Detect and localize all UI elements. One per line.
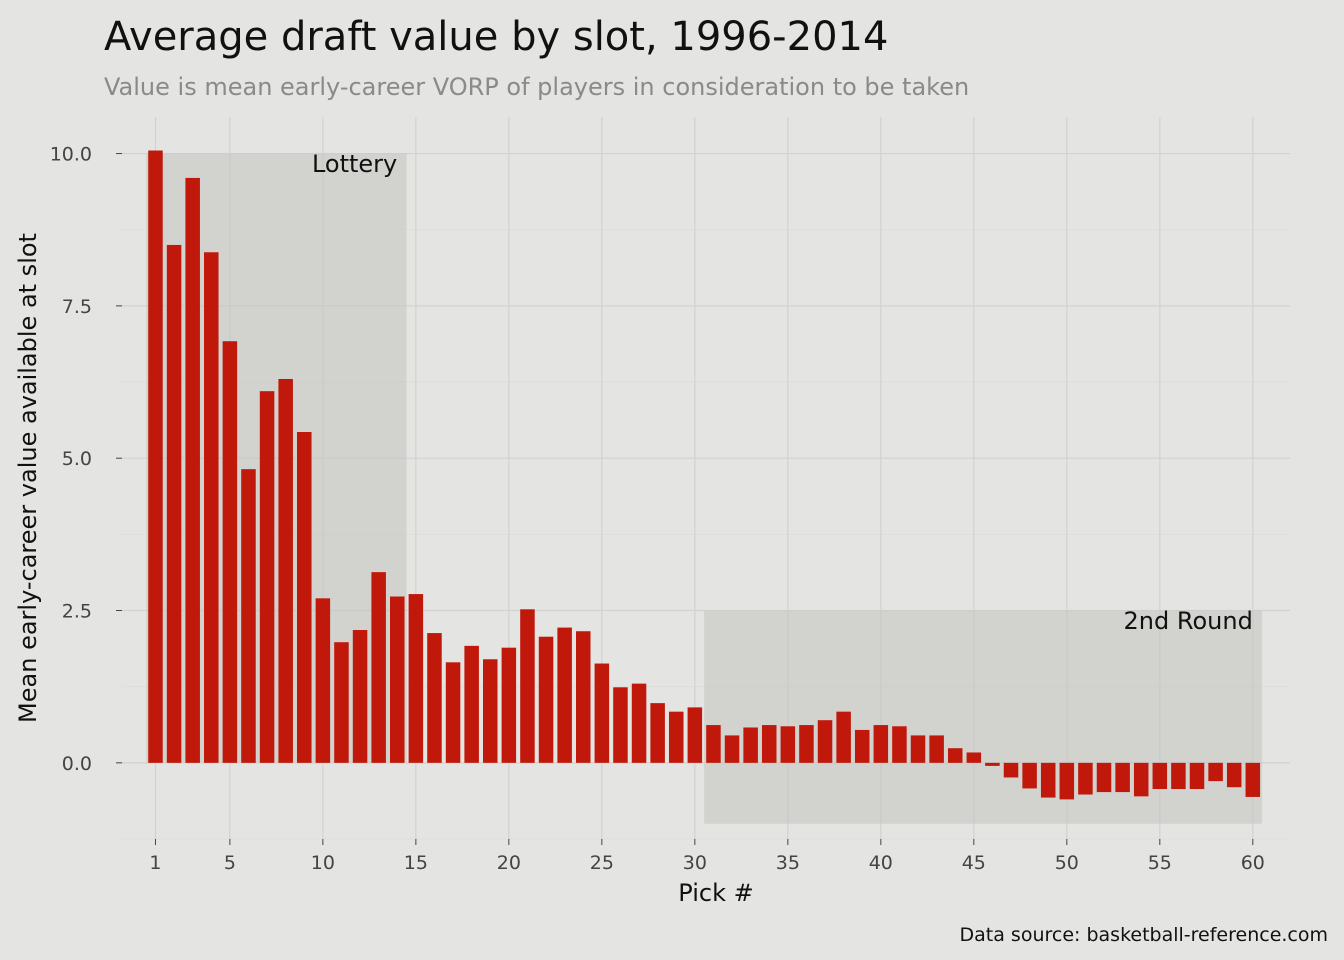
x-tick-label: 50 [1055,852,1079,874]
x-tick-label: 25 [590,852,614,874]
bar-pick-59 [1226,762,1242,788]
x-tick-label: 5 [224,852,236,874]
bar-pick-20 [501,647,517,763]
y-tick-label: 5.0 [62,448,92,470]
bar-pick-5 [222,341,238,763]
bar-pick-40 [873,725,889,763]
x-tick-label: 15 [404,852,428,874]
y-tick-label: 7.5 [62,296,92,318]
bar-pick-53 [1115,762,1130,793]
x-axis-ticks: 1 5 10 15 20 25 30 35 40 45 50 55 60 [149,839,1265,874]
chart-subtitle: Value is mean early-career VORP of playe… [104,73,969,101]
bar-pick-31 [706,725,721,763]
annotation-region-0 [146,153,407,763]
bar-pick-7 [259,391,275,763]
bar-pick-58 [1208,762,1223,782]
bar-pick-35 [780,726,796,763]
bar-pick-17 [445,662,461,763]
annotation-labels: Lottery 2nd Round [312,150,1253,635]
bar-pick-45 [966,752,982,763]
bar-pick-39 [854,729,870,763]
x-tick-label: 40 [869,852,893,874]
x-tick-label: 55 [1148,852,1172,874]
y-tick-label: 10.0 [50,144,92,166]
bar-pick-28 [650,703,665,763]
bar-pick-9 [297,431,312,763]
annotation-label-1: 2nd Round [1124,607,1253,635]
bar-pick-19 [483,659,498,763]
annotation-region-1 [704,610,1263,824]
x-tick-label: 20 [497,852,521,874]
bar-pick-57 [1189,762,1205,790]
bar-pick-22 [538,636,554,763]
bar-pick-4 [204,252,219,763]
bar-pick-44 [947,748,963,763]
bar-pick-32 [724,735,740,763]
y-axis-title: Mean early-career value available at slo… [14,233,42,723]
bar-pick-10 [315,598,331,763]
annotation-label-0: Lottery [312,150,397,178]
x-tick-label: 60 [1241,852,1265,874]
bar-pick-41 [892,726,907,763]
bar-pick-55 [1152,762,1168,790]
bar-pick-52 [1096,762,1112,793]
bar-pick-21 [520,609,535,763]
bar-pick-29 [668,711,684,763]
bar-pick-13 [371,572,386,763]
bar-pick-26 [613,687,628,763]
bar-pick-24 [575,631,591,763]
bar-pick-16 [427,633,442,763]
bar-pick-34 [761,725,777,763]
bar-pick-14 [390,596,405,763]
bar-pick-46 [985,762,1000,766]
bar-pick-25 [594,663,610,763]
bar-pick-2 [166,244,182,763]
bar-pick-8 [278,378,293,763]
bar-pick-37 [817,720,833,763]
bar-pick-6 [241,469,256,763]
bar-pick-33 [743,727,758,763]
data-source-caption: Data source: basketball-reference.com [960,924,1328,946]
bar-pick-47 [1003,762,1019,778]
bar-pick-49 [1040,762,1056,798]
x-axis-title: Pick # [678,879,753,907]
bar-pick-3 [185,177,200,763]
bar-pick-18 [464,645,479,763]
x-tick-label: 45 [962,852,986,874]
bar-pick-30 [687,707,703,763]
bar-pick-60 [1245,762,1261,797]
bar-pick-12 [352,630,368,763]
bar-pick-1 [148,150,163,763]
bar-pick-43 [929,735,944,763]
bars [148,150,1261,800]
y-tick-label: 2.5 [62,601,92,623]
bar-pick-56 [1171,762,1186,790]
y-axis-ticks: 0.0 2.5 5.0 7.5 10.0 [50,144,122,775]
x-tick-label: 30 [683,852,707,874]
bar-pick-38 [836,711,851,763]
bar-pick-36 [799,725,814,763]
bar-pick-48 [1022,762,1037,789]
bar-pick-54 [1133,762,1149,797]
bar-pick-23 [557,627,572,763]
bar-pick-11 [334,642,349,763]
bar-pick-42 [910,735,926,763]
bar-pick-15 [408,594,424,763]
x-tick-label: 1 [149,852,161,874]
bar-pick-27 [631,683,647,763]
y-tick-label: 0.0 [62,753,92,775]
x-tick-label: 10 [311,852,335,874]
bar-pick-51 [1078,762,1093,795]
bar-pick-50 [1059,762,1075,800]
chart-title: Average draft value by slot, 1996-2014 [104,14,888,60]
x-tick-label: 35 [776,852,800,874]
